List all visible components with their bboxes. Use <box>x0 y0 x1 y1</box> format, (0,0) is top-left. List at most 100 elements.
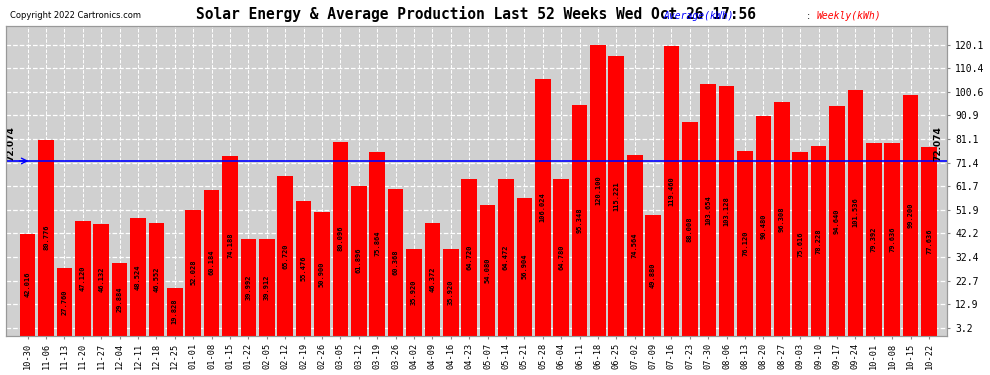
Bar <box>498 179 514 336</box>
Text: 74.188: 74.188 <box>227 233 233 258</box>
Text: 101.536: 101.536 <box>852 198 858 228</box>
Text: 46.552: 46.552 <box>153 266 159 292</box>
Text: 61.896: 61.896 <box>355 248 361 273</box>
Text: 42.016: 42.016 <box>25 272 31 297</box>
Bar <box>922 147 937 336</box>
Bar <box>571 105 587 336</box>
Text: 39.992: 39.992 <box>246 274 251 300</box>
Bar <box>535 79 550 336</box>
Text: 103.128: 103.128 <box>724 196 730 225</box>
Text: 120.100: 120.100 <box>595 175 601 205</box>
Text: 64.780: 64.780 <box>558 244 564 270</box>
Text: 60.184: 60.184 <box>209 250 215 275</box>
Text: 39.912: 39.912 <box>263 274 270 300</box>
Text: 99.200: 99.200 <box>908 202 914 228</box>
Bar <box>682 122 698 336</box>
Bar <box>75 221 91 336</box>
Text: 46.132: 46.132 <box>98 267 104 292</box>
Text: 80.776: 80.776 <box>43 225 50 251</box>
Bar <box>167 288 182 336</box>
Bar <box>314 212 330 336</box>
Bar <box>112 263 128 336</box>
Bar <box>738 151 752 336</box>
Text: 78.228: 78.228 <box>816 228 822 254</box>
Text: 115.221: 115.221 <box>613 181 620 211</box>
Bar <box>461 179 477 336</box>
Text: 46.372: 46.372 <box>430 267 436 292</box>
Bar <box>425 223 441 336</box>
Text: 94.640: 94.640 <box>834 208 841 234</box>
Text: 60.368: 60.368 <box>393 250 399 275</box>
Text: 56.904: 56.904 <box>522 254 528 279</box>
Bar <box>627 155 643 336</box>
Text: 54.080: 54.080 <box>484 257 490 283</box>
Text: 72.074: 72.074 <box>934 126 942 161</box>
Bar <box>719 86 735 336</box>
Bar <box>517 198 533 336</box>
Text: 29.884: 29.884 <box>117 286 123 312</box>
Bar <box>148 223 164 336</box>
Text: 79.392: 79.392 <box>871 226 877 252</box>
Text: 55.476: 55.476 <box>301 256 307 281</box>
Bar <box>406 249 422 336</box>
Text: 88.008: 88.008 <box>687 216 693 242</box>
Bar <box>792 152 808 336</box>
Bar <box>755 116 771 336</box>
Text: 50.900: 50.900 <box>319 261 325 286</box>
Bar <box>56 268 72 336</box>
Text: 49.880: 49.880 <box>650 262 656 288</box>
Text: 77.636: 77.636 <box>926 229 932 254</box>
Bar <box>277 176 293 336</box>
Text: 64.472: 64.472 <box>503 245 509 270</box>
Bar <box>663 46 679 336</box>
Text: :: : <box>807 11 813 21</box>
Bar <box>590 45 606 336</box>
Bar <box>39 140 53 336</box>
Bar <box>609 57 624 336</box>
Bar <box>847 90 863 336</box>
Bar <box>701 84 716 336</box>
Bar <box>350 186 366 336</box>
Bar <box>884 142 900 336</box>
Text: 27.760: 27.760 <box>61 289 67 315</box>
Text: 72.074: 72.074 <box>7 126 16 161</box>
Text: 90.480: 90.480 <box>760 213 766 239</box>
Bar <box>774 102 790 336</box>
Bar <box>553 178 569 336</box>
Text: 76.120: 76.120 <box>742 231 748 256</box>
Text: 106.024: 106.024 <box>540 192 545 222</box>
Bar <box>811 146 827 336</box>
Bar <box>443 249 458 336</box>
Bar <box>222 156 238 336</box>
Title: Solar Energy & Average Production Last 52 Weeks Wed Oct 26 17:56: Solar Energy & Average Production Last 5… <box>196 6 756 21</box>
Text: 74.564: 74.564 <box>632 232 638 258</box>
Text: 65.720: 65.720 <box>282 243 288 269</box>
Text: 103.654: 103.654 <box>705 195 711 225</box>
Text: 48.524: 48.524 <box>135 264 141 290</box>
Bar <box>480 204 495 336</box>
Bar <box>369 152 385 336</box>
Text: 35.920: 35.920 <box>411 279 417 305</box>
Text: 19.828: 19.828 <box>172 299 178 324</box>
Bar <box>296 201 312 336</box>
Text: 95.348: 95.348 <box>576 207 582 233</box>
Text: Average(kWh): Average(kWh) <box>663 11 734 21</box>
Text: 80.096: 80.096 <box>338 226 344 251</box>
Bar <box>830 106 844 336</box>
Bar <box>259 239 274 336</box>
Bar <box>866 143 882 336</box>
Bar <box>131 218 146 336</box>
Text: 79.636: 79.636 <box>889 226 895 252</box>
Text: 35.920: 35.920 <box>447 279 453 305</box>
Bar <box>903 95 919 336</box>
Bar <box>20 234 36 336</box>
Text: 75.616: 75.616 <box>797 231 803 257</box>
Text: Copyright 2022 Cartronics.com: Copyright 2022 Cartronics.com <box>10 11 141 20</box>
Bar <box>333 141 348 336</box>
Bar <box>204 190 220 336</box>
Text: 96.308: 96.308 <box>779 206 785 232</box>
Text: 52.028: 52.028 <box>190 260 196 285</box>
Text: 75.864: 75.864 <box>374 231 380 256</box>
Text: 47.120: 47.120 <box>80 266 86 291</box>
Bar <box>645 215 661 336</box>
